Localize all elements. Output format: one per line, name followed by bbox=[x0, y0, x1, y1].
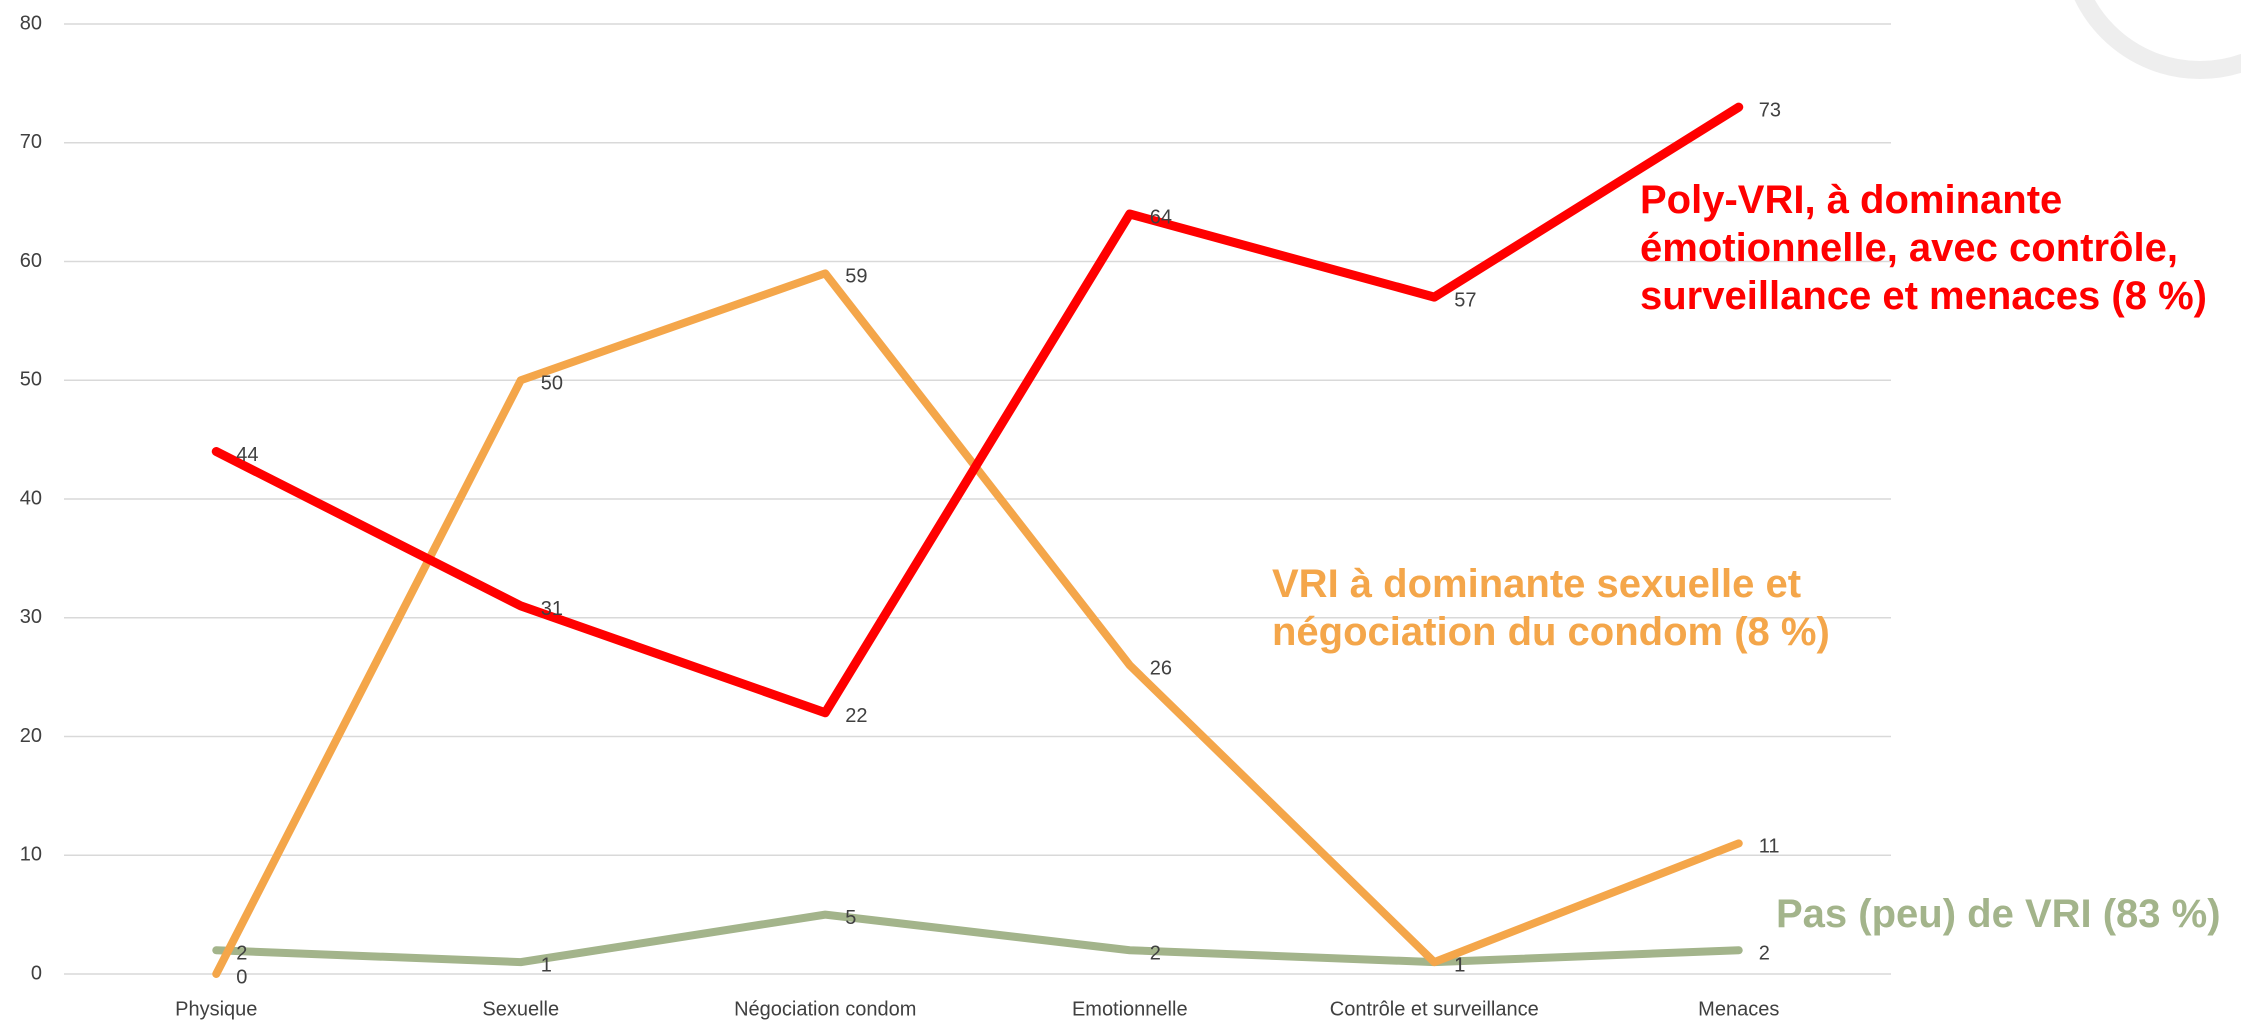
data-label: 5 bbox=[845, 907, 856, 929]
y-tick-label: 80 bbox=[20, 12, 42, 34]
x-tick-label: Négociation condom bbox=[734, 998, 916, 1020]
y-tick-label: 40 bbox=[20, 487, 42, 509]
y-tick-label: 20 bbox=[20, 725, 42, 747]
data-label: 44 bbox=[236, 444, 258, 466]
data-label: 57 bbox=[1454, 289, 1476, 311]
x-tick-label: Contrôle et surveillance bbox=[1330, 998, 1539, 1020]
y-tick-label: 0 bbox=[31, 962, 42, 984]
data-label: 50 bbox=[541, 373, 563, 395]
x-tick-label: Emotionnelle bbox=[1072, 998, 1188, 1020]
series-label: VRI à dominante sexuelle et négociation … bbox=[1272, 562, 1830, 654]
data-label: 2 bbox=[236, 943, 247, 965]
data-label: 31 bbox=[541, 598, 563, 620]
y-tick-label: 30 bbox=[20, 606, 42, 628]
data-label: 1 bbox=[541, 954, 552, 976]
data-label: 26 bbox=[1150, 658, 1172, 680]
x-tick-label: Menaces bbox=[1698, 998, 1779, 1020]
y-tick-label: 70 bbox=[20, 131, 42, 153]
y-tick-label: 10 bbox=[20, 844, 42, 866]
data-label: 1 bbox=[1454, 954, 1465, 976]
data-label: 73 bbox=[1759, 99, 1781, 121]
data-label: 59 bbox=[845, 266, 867, 288]
y-tick-label: 50 bbox=[20, 369, 42, 391]
series-line bbox=[212, 910, 1743, 967]
data-label: 64 bbox=[1150, 206, 1172, 228]
data-label: 2 bbox=[1759, 943, 1770, 965]
x-tick-label: Physique bbox=[175, 998, 257, 1020]
data-label: 0 bbox=[236, 966, 247, 988]
series-line bbox=[211, 102, 1744, 718]
data-label: 22 bbox=[845, 705, 867, 727]
x-tick-label: Sexuelle bbox=[482, 998, 559, 1020]
decoration bbox=[2074, 0, 2241, 79]
data-label: 11 bbox=[1759, 836, 1780, 858]
data-label: 1 bbox=[1454, 954, 1465, 976]
y-tick-label: 60 bbox=[20, 250, 42, 272]
series-label: Pas (peu) de VRI (83 %) bbox=[1776, 892, 2221, 936]
series-label: Poly-VRI, à dominante émotionnelle, avec… bbox=[1640, 178, 2207, 318]
data-label: 2 bbox=[1150, 943, 1161, 965]
